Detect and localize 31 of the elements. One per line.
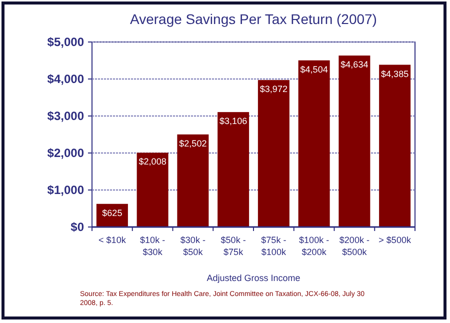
data-label: $4,634 (340, 60, 368, 70)
data-label: $4,504 (300, 64, 328, 74)
bar (177, 134, 209, 227)
bar (338, 56, 370, 227)
y-tick-label: $0 (70, 220, 84, 234)
bar (298, 60, 330, 227)
bar (258, 80, 290, 227)
bar (218, 112, 250, 227)
y-tick-label: $2,000 (47, 146, 84, 160)
x-tick-label: < $10k (98, 235, 126, 245)
y-tick-label: $1,000 (47, 183, 84, 198)
y-tick-label: $5,000 (47, 35, 84, 50)
bar (136, 152, 168, 227)
data-label: $2,502 (179, 138, 207, 148)
data-label: $2,008 (138, 156, 166, 167)
y-tick-label: $3,000 (47, 109, 84, 124)
y-tick-label: $4,000 (47, 72, 84, 86)
x-tick-label: $50k - $75k (220, 235, 246, 257)
bar (379, 64, 411, 227)
x-axis-title: Adjusted Gross Income (206, 273, 300, 283)
data-label: $625 (102, 208, 122, 218)
chart-title: Average Savings Per Tax Return (2007) (130, 11, 377, 27)
x-tick-label: $10k - $30k (140, 235, 166, 257)
data-label: $3,972 (260, 84, 288, 94)
x-tick-label: $30k - $50k (180, 235, 206, 257)
x-tick-label: > $500k (378, 235, 412, 245)
x-tick-label: $75k - $100k (261, 235, 286, 257)
data-label: $4,385 (381, 68, 409, 79)
x-tick-label: $200k - $500k (339, 235, 370, 257)
data-label: $3,106 (220, 116, 248, 126)
x-tick-label: $100k - $200k (299, 235, 330, 257)
